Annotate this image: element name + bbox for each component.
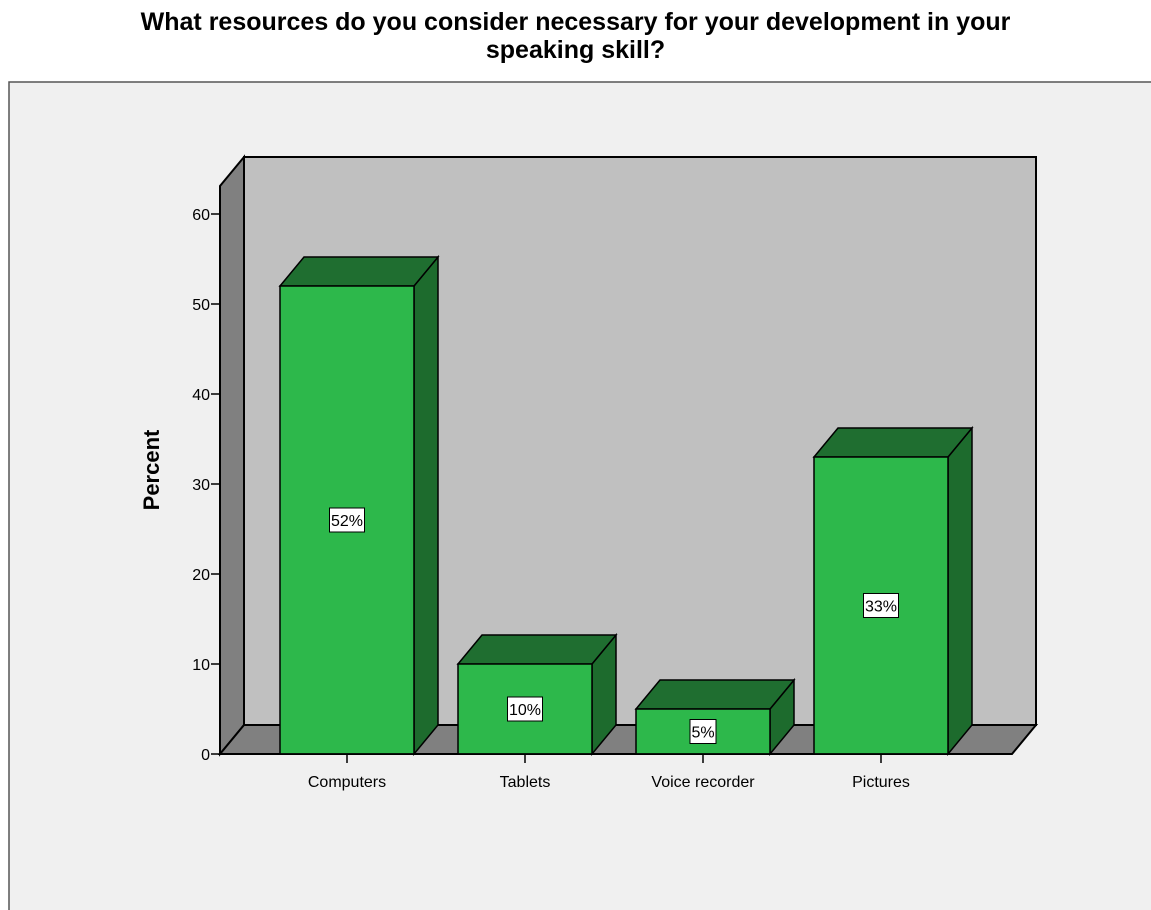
bars: 52% 10% 5% 33% — [278, 254, 974, 757]
data-label-box — [689, 719, 717, 744]
y-tick-label: 50 — [192, 297, 210, 314]
y-axis-title: Percent — [139, 429, 164, 510]
chart-title: What resources do you consider necessary… — [0, 8, 1151, 64]
data-label: 10% — [509, 702, 541, 719]
bar-group: 5% — [634, 677, 796, 757]
data-label: 52% — [331, 513, 363, 530]
side-wall — [219, 154, 245, 757]
y-tick-label: 20 — [192, 567, 210, 584]
x-axis: Computers Tablets Voice recorder Pictures — [220, 753, 1012, 791]
data-label-box — [507, 696, 543, 722]
x-tick-label: Voice recorder — [651, 774, 755, 791]
x-tick-label: Computers — [308, 774, 386, 791]
bar-top — [812, 427, 974, 458]
bar-group: 52% — [278, 254, 440, 757]
y-tick-label: 60 — [192, 207, 210, 224]
bar-side — [947, 425, 973, 757]
y-tick-label: 10 — [192, 657, 210, 674]
y-tick-label: 30 — [192, 477, 210, 494]
chart-title-line-1: What resources do you consider necessary… — [140, 8, 1011, 36]
chart-title-line-2: speaking skill? — [485, 36, 666, 64]
data-label: 5% — [691, 725, 714, 742]
bar-top — [634, 679, 796, 710]
y-tick-label: 40 — [192, 387, 210, 404]
data-label-box — [329, 507, 365, 533]
y-axis: 0 10 20 30 40 50 60 — [192, 186, 221, 764]
bar-group: 33% — [812, 425, 974, 757]
bar-top — [278, 256, 440, 287]
data-label-box — [863, 593, 899, 618]
x-tick-label: Tablets — [500, 774, 551, 791]
data-label: 33% — [865, 599, 897, 616]
bar-group: 10% — [456, 632, 618, 757]
x-tick-label: Pictures — [852, 774, 910, 791]
bar-side — [413, 254, 439, 757]
bar-top — [456, 634, 618, 665]
y-tick-label: 0 — [201, 747, 210, 764]
